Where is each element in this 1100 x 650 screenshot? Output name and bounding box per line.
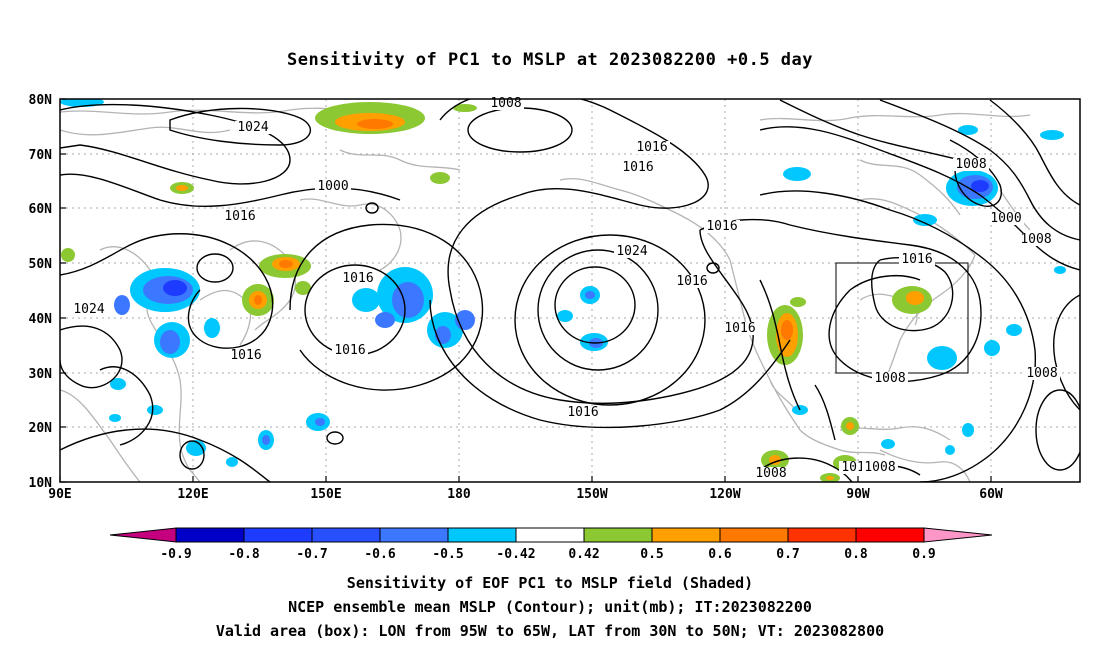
contour-label-bg	[704, 220, 740, 233]
colorbar-segment	[719, 527, 789, 543]
contour-label-bg	[565, 406, 601, 419]
colorbar-segment	[787, 527, 857, 543]
colorbar-label: -0.6	[364, 547, 395, 562]
lat-tick-label: 40N	[29, 312, 53, 327]
colorbar-label: -0.7	[296, 547, 327, 562]
contour-label: 1024	[237, 120, 268, 135]
lat-tick-label: 50N	[29, 257, 53, 272]
colorbar-right-arrow	[923, 527, 993, 543]
lon-tick-label: 90E	[48, 487, 71, 502]
contour-label-bg	[1024, 367, 1060, 380]
contour-label: 1024	[616, 244, 647, 259]
colorbar-label: -0.42	[496, 547, 535, 562]
footer-line-1: Sensitivity of EOF PC1 to MSLP field (Sh…	[346, 574, 754, 592]
contour-label: 1008	[955, 157, 986, 172]
colorbar-segment	[175, 527, 245, 543]
footer-line-3: Valid area (box): LON from 95W to 65W, L…	[215, 622, 885, 640]
colorbar-segment	[379, 527, 449, 543]
contour-label-bg	[332, 344, 368, 357]
contour-label-bg	[488, 97, 524, 110]
contour-label: 1016	[706, 219, 737, 234]
contour-label: 1016	[230, 348, 261, 363]
contour-label: 1024	[73, 302, 104, 317]
plot-border	[59, 98, 1081, 483]
contour-label-bg	[614, 245, 650, 258]
colorbar-segment	[243, 527, 313, 543]
colorbar-segment	[515, 527, 585, 543]
contour-label: 1016	[622, 160, 653, 175]
contour-label: 1008	[874, 371, 905, 386]
lat-tick-label: 80N	[29, 93, 53, 108]
contour-label-bg	[620, 161, 656, 174]
sensitivity-shading	[60, 99, 1066, 482]
lat-tick-label: 10N	[29, 476, 53, 491]
contour-label: 1016	[334, 343, 365, 358]
colorbar-label: 0.6	[708, 547, 732, 562]
contour-label: 1008	[755, 466, 786, 481]
contour-labels: 1008 1024 1016 1016 1000 1008 1016 1000 1008 1016…	[71, 96, 1060, 481]
contour-label: 1008	[1020, 232, 1051, 247]
colorbar-segment	[855, 527, 925, 543]
lon-tick-label: 90W	[846, 487, 870, 502]
contour-label: 1016	[224, 209, 255, 224]
contour-label-bg	[722, 322, 758, 335]
footer-line-2: NCEP ensemble mean MSLP (Contour); unit(…	[288, 598, 812, 616]
contour-label: 1016	[636, 140, 667, 155]
colorbar-left-arrow	[109, 527, 177, 543]
contour-label-bg	[228, 349, 264, 362]
colorbar-segment	[447, 527, 517, 543]
contour-label-bg	[753, 467, 789, 480]
contour-label-bg	[674, 275, 710, 288]
contour-label: 1016	[724, 321, 755, 336]
colorbar-label: -0.5	[432, 547, 463, 562]
colorbar-label: 0.8	[844, 547, 868, 562]
colorbar-label: 0.9	[912, 547, 935, 562]
colorbar-label: 0.5	[640, 547, 663, 562]
contour-label-bg	[862, 461, 898, 474]
contour-label-bg	[988, 212, 1024, 225]
contour-label-bg	[315, 180, 351, 193]
colorbar-label: 0.7	[776, 547, 799, 562]
contour-label: 1000	[990, 211, 1021, 226]
lat-tick-label: 20N	[29, 421, 53, 436]
contour-label-bg	[235, 121, 271, 134]
contour-label-bg	[340, 272, 376, 285]
colorbar-label: -0.9	[160, 547, 191, 562]
contour-label: 1016	[567, 405, 598, 420]
longitude-axis: 90E 120E 150E 180 150W 120W 90W 60W	[48, 476, 1003, 502]
contour-label: 1016	[676, 274, 707, 289]
contour-label-bg	[71, 303, 107, 316]
lon-tick-label: 60W	[979, 487, 1003, 502]
lon-tick-label: 150E	[310, 487, 341, 502]
lat-tick-label: 70N	[29, 148, 53, 163]
contour-label-bg	[1018, 233, 1054, 246]
colorbar-segment	[651, 527, 721, 543]
contour-label-bg	[953, 158, 989, 171]
lon-tick-label: 120E	[177, 487, 208, 502]
lon-tick-label: 180	[447, 487, 471, 502]
lon-tick-label: 150W	[576, 487, 607, 502]
lat-tick-label: 30N	[29, 367, 53, 382]
colorbar-segment	[311, 527, 381, 543]
contour-label: 1008	[864, 460, 895, 475]
contour-label: 1016	[901, 252, 932, 267]
lat-tick-label: 60N	[29, 202, 53, 217]
contour-label-bg	[222, 210, 258, 223]
contour-label: 1016	[342, 271, 373, 286]
plot-area	[60, 99, 1080, 482]
contour-label-bg	[634, 141, 670, 154]
contour-label: 1008	[1026, 366, 1057, 381]
lon-tick-label: 120W	[709, 487, 740, 502]
contour-label: 1000	[317, 179, 348, 194]
colorbar-label: 0.42	[568, 547, 599, 562]
chart-title: Sensitivity of PC1 to MSLP at 2023082200…	[286, 50, 813, 70]
colorbar-segment	[583, 527, 653, 543]
colorbar: -0.9 -0.8 -0.7 -0.6 -0.5 -0.42 0.42 0.5 0.6 0.7 0.…	[109, 527, 993, 562]
contour-label-bg	[872, 372, 908, 385]
contour-label-bg	[899, 253, 935, 266]
latitude-axis: 80N 70N 60N 50N 40N 30N 20N 10N	[29, 93, 66, 491]
colorbar-label: -0.8	[228, 547, 259, 562]
